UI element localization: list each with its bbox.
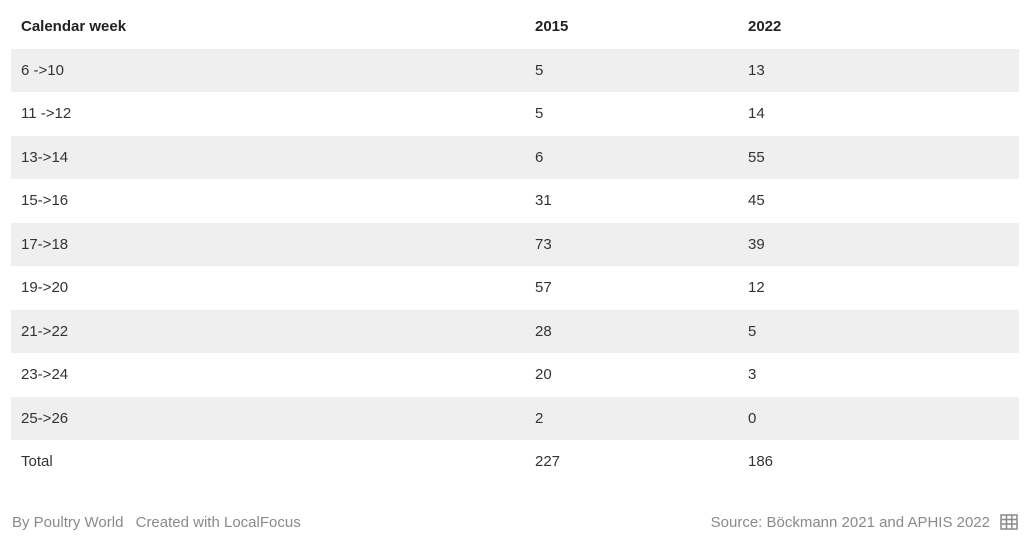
cell-2015: 57 [525,266,738,310]
cell-2022: 186 [738,440,1019,484]
cell-2022: 12 [738,266,1019,310]
cell-week: 25->26 [11,396,525,440]
header-calendar-week: Calendar week [21,18,127,35]
cell-2015: 5 [525,92,738,136]
cell-2022: 5 [738,309,1019,353]
cell-2015: 31 [525,179,738,223]
data-table: Calendar week 2015 2022 6 ->10 5 13 11 -… [11,5,1019,484]
table-row: 11 ->12 5 14 [11,92,1019,136]
data-table-container: Calendar week 2015 2022 6 ->10 5 13 11 -… [11,5,1019,484]
header-2022: 2022 [748,18,782,35]
cell-2022: 45 [738,179,1019,223]
cell-week: 17->18 [11,222,525,266]
cell-week: 21->22 [11,309,525,353]
footer-source: Source: Böckmann 2021 and APHIS 2022 [711,514,1018,531]
cell-week: 6 ->10 [11,48,525,92]
created-with-link[interactable]: Created with LocalFocus [135,513,301,531]
cell-2015: 20 [525,353,738,397]
cell-week: 19->20 [11,266,525,310]
table-row: 15->16 31 45 [11,179,1019,223]
header-2015: 2015 [535,18,569,35]
cell-2015: 2 [525,396,738,440]
table-row: 17->18 73 39 [11,222,1019,266]
cell-2022: 3 [738,353,1019,397]
footer-credits: By Poultry World Created with LocalFocus [12,514,301,531]
table-row: 23->24 20 3 [11,353,1019,397]
cell-2022: 14 [738,92,1019,136]
cell-2015: 73 [525,222,738,266]
cell-2015: 6 [525,135,738,179]
cell-2015: 28 [525,309,738,353]
source-text: Source: Böckmann 2021 and APHIS 2022 [710,513,990,531]
cell-week: 23->24 [11,353,525,397]
cell-2022: 39 [738,222,1019,266]
table-row: 25->26 2 0 [11,396,1019,440]
table-icon[interactable] [1000,514,1018,530]
cell-2015: 227 [525,440,738,484]
table-row: 6 ->10 5 13 [11,48,1019,92]
footer: By Poultry World Created with LocalFocus… [12,510,1018,534]
table-row: 19->20 57 12 [11,266,1019,310]
cell-week: Total [11,440,525,484]
cell-2022: 13 [738,48,1019,92]
cell-week: 15->16 [11,179,525,223]
table-header-row: Calendar week 2015 2022 [11,5,1019,49]
cell-week: 11 ->12 [11,92,525,136]
cell-2015: 5 [525,48,738,92]
byline-link[interactable]: By Poultry World [12,513,124,531]
table-row: 21->22 28 5 [11,309,1019,353]
cell-2022: 55 [738,135,1019,179]
table-row: 13->14 6 55 [11,135,1019,179]
cell-2022: 0 [738,396,1019,440]
cell-week: 13->14 [11,135,525,179]
table-total-row: Total 227 186 [11,440,1019,484]
